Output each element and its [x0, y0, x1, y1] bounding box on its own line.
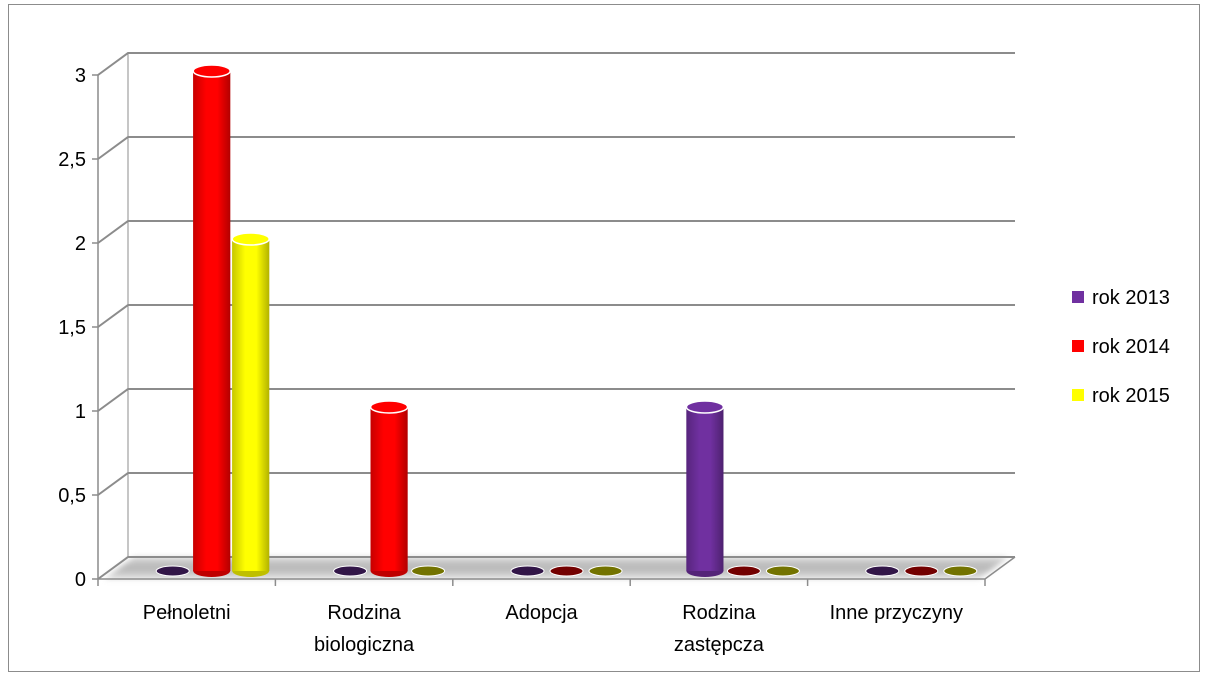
y-tick-labels: 0 0,5 1 1,5 2 2,5 3 — [58, 65, 86, 591]
y-tick-label: 2 — [75, 233, 86, 255]
legend: rok 2013 rok 2014 rok 2015 — [1072, 287, 1170, 407]
bar — [904, 565, 939, 577]
legend-item: rok 2013 — [1072, 287, 1170, 309]
y-tick-label: 0 — [75, 569, 86, 591]
x-category-label: Rodzina biologiczna — [314, 602, 415, 656]
bar — [685, 400, 725, 577]
x-category-label: Inne przyczyny — [830, 602, 963, 624]
bars — [155, 64, 978, 577]
x-category-labels: Pełnoletni Rodzina biologiczna Adopcja Rodzi… — [143, 602, 963, 656]
bar — [192, 64, 231, 577]
bar — [549, 565, 584, 577]
bar — [943, 565, 978, 577]
bar — [726, 565, 761, 577]
bar — [333, 565, 368, 577]
bar — [865, 565, 900, 577]
y-tick-label: 3 — [75, 65, 86, 87]
legend-label: rok 2014 — [1092, 336, 1170, 358]
bar — [369, 400, 409, 577]
legend-label: rok 2013 — [1092, 287, 1170, 309]
bar — [510, 565, 545, 577]
bar — [588, 565, 623, 577]
legend-swatch — [1072, 340, 1084, 352]
legend-item: rok 2014 — [1072, 336, 1170, 358]
y-tick-label: 1,5 — [58, 317, 86, 339]
legend-swatch — [1072, 291, 1084, 303]
y-tick-label: 0,5 — [58, 485, 86, 507]
gridline — [97, 136, 1015, 160]
bar — [231, 232, 270, 577]
legend-swatch — [1072, 389, 1084, 401]
y-tick-label: 2,5 — [58, 149, 86, 171]
x-category-label: Adopcja — [505, 602, 578, 624]
gridline — [97, 52, 1015, 76]
legend-label: rok 2015 — [1092, 385, 1170, 407]
bar — [411, 565, 446, 577]
bar — [765, 565, 800, 577]
axes — [92, 53, 1016, 586]
bar — [155, 565, 190, 577]
x-category-label: Pełnoletni — [143, 602, 231, 624]
legend-item: rok 2015 — [1072, 385, 1170, 407]
x-category-label: Rodzina zastępcza — [674, 602, 765, 656]
y-tick-label: 1 — [75, 401, 86, 423]
